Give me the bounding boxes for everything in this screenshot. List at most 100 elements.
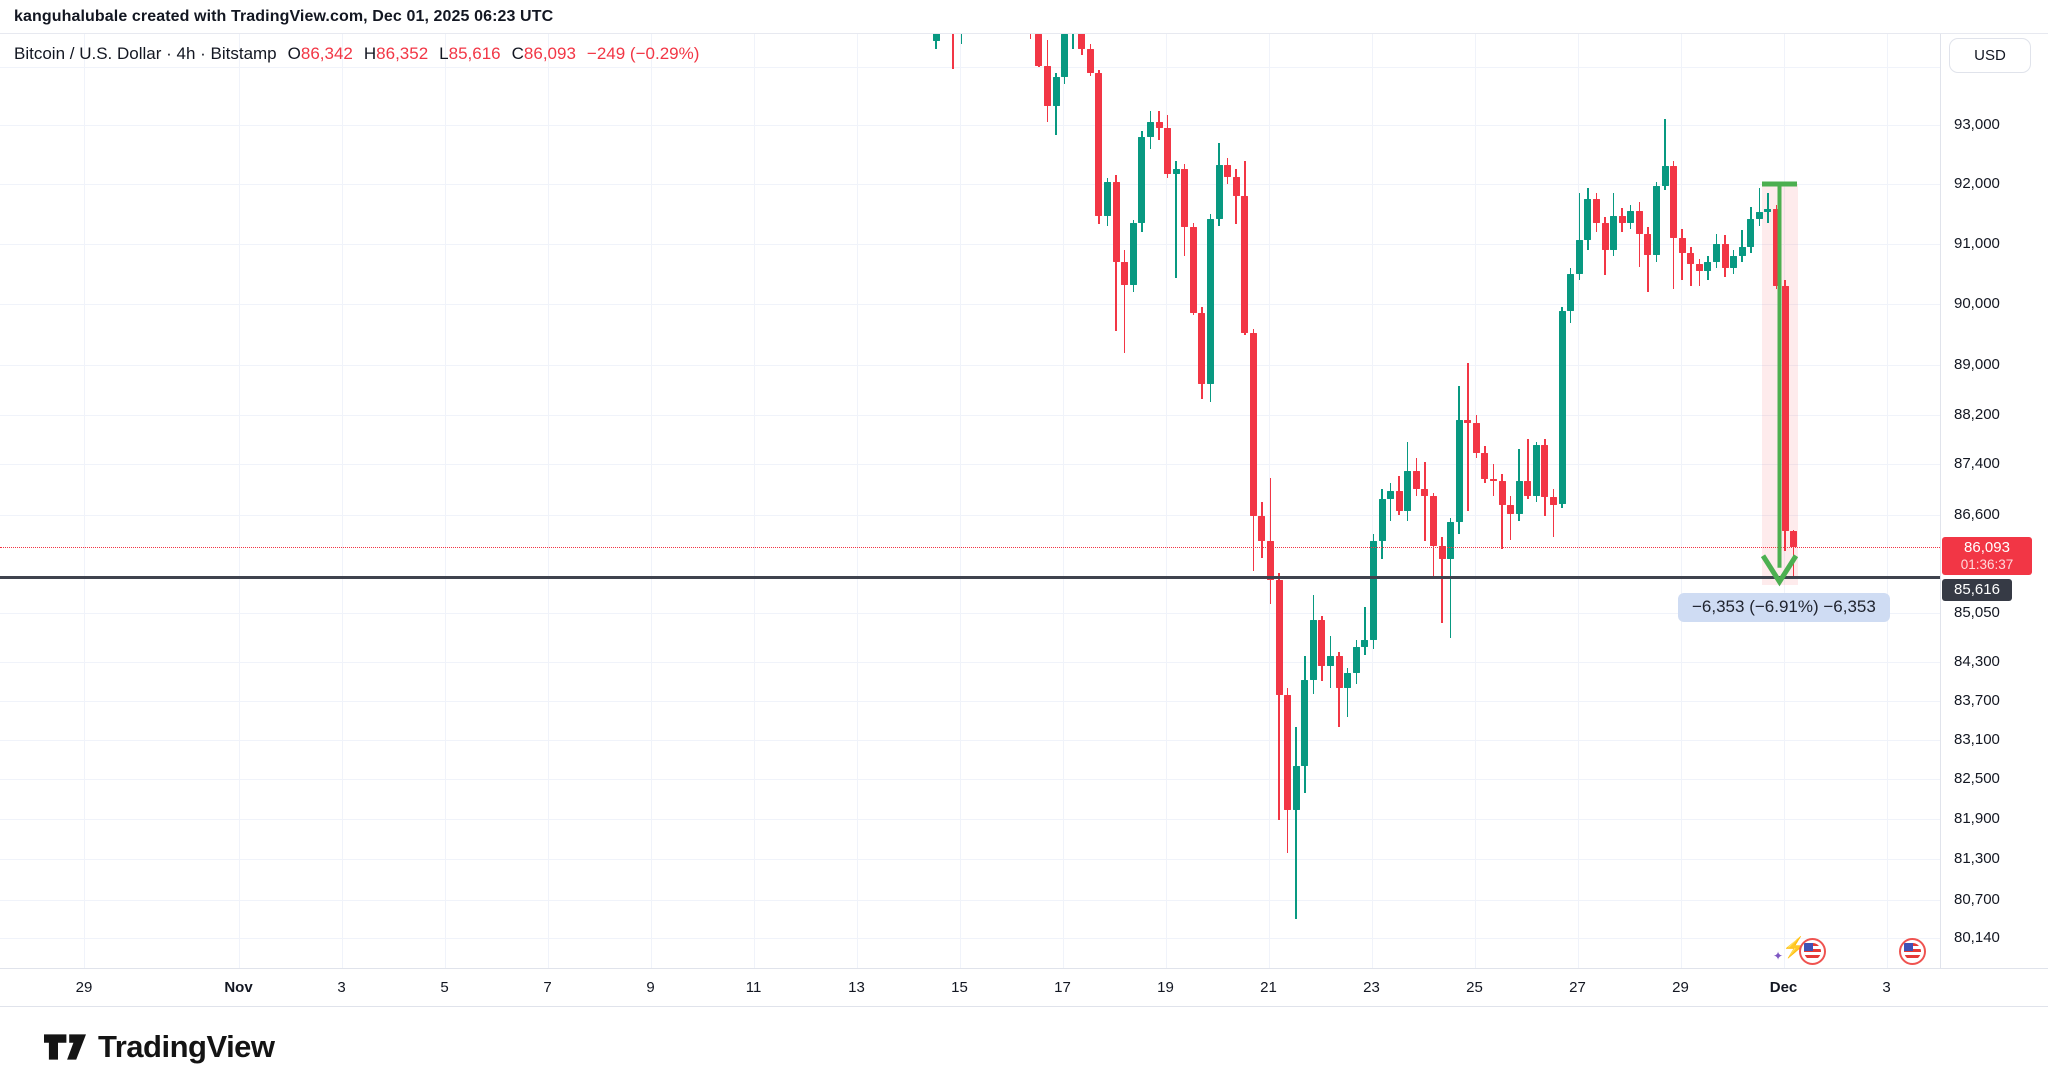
candle-wick-down — [1638, 202, 1641, 267]
vertical-gridline — [84, 34, 85, 968]
candle-body-up — [1138, 136, 1146, 223]
price-tick-label: 84,300 — [1954, 652, 2000, 670]
time-tick-label: 17 — [1054, 979, 1071, 996]
candle-body-up — [1146, 122, 1154, 137]
candle-body-up — [1661, 165, 1669, 187]
price-tick-label: 80,700 — [1954, 890, 2000, 908]
candle-body-up — [1515, 480, 1523, 514]
candle-body-up — [1747, 218, 1755, 247]
time-tick-label: 3 — [337, 979, 346, 996]
candle-body-down — [1164, 128, 1172, 175]
candle-body-down — [1507, 504, 1515, 514]
time-tick-label: 27 — [1569, 979, 1586, 996]
down-arrow-annotation[interactable] — [1755, 178, 1805, 598]
candle-wick-down — [1527, 439, 1529, 499]
symbol-legend[interactable]: Bitcoin / U.S. Dollar · 4h · Bitstamp O8… — [14, 44, 699, 64]
flag-canton — [1804, 943, 1813, 951]
vertical-gridline — [1886, 34, 1888, 968]
time-axis[interactable]: 29 Nov 3 5 7 9 11 13 15 17 19 21 23 25 27 29 Dec 3 — [0, 968, 2048, 1007]
vertical-gridline — [1268, 34, 1270, 968]
vertical-gridline — [1062, 34, 1064, 968]
candle-wick-down — [1792, 530, 1795, 577]
candle-wick-down — [1278, 572, 1280, 820]
price-tick-label: 92,000 — [1954, 175, 2000, 193]
symbol-title: Bitcoin / U.S. Dollar · 4h · Bitstamp — [14, 44, 277, 63]
price-tick-label: 88,200 — [1954, 405, 2000, 423]
vertical-gridline — [444, 34, 446, 968]
candle-body-down — [1318, 619, 1326, 667]
chart-pane[interactable]: Bitcoin / U.S. Dollar · 4h · Bitstamp O8… — [0, 34, 1940, 968]
candle-body-down — [1044, 66, 1051, 106]
time-tick-label: 5 — [440, 979, 449, 996]
candle-body-down — [1095, 72, 1103, 216]
us-flag-event-icon[interactable] — [1799, 938, 1826, 965]
current-price-badge: 86,093 01:36:37 — [1942, 536, 2032, 575]
brand-text: TradingView — [98, 1029, 275, 1064]
candle-wick-up — [935, 34, 937, 50]
tradingview-brand[interactable]: TradingView — [44, 1028, 275, 1066]
support-level-badge: 85,616 — [1942, 578, 2012, 601]
horizontal-gridline — [0, 414, 1940, 416]
close-label: C — [511, 44, 524, 63]
candle-countdown: 01:36:37 — [1960, 556, 2014, 572]
horizontal-gridline — [0, 125, 1940, 127]
currency-label: USD — [1974, 47, 2006, 64]
candle-body-down — [1790, 530, 1798, 547]
candle-wick-down — [1552, 489, 1555, 537]
candle-body-up — [1704, 261, 1712, 271]
us-flag-event-icon[interactable] — [1899, 938, 1926, 965]
time-tick-label: 23 — [1363, 979, 1380, 996]
candle-body-up — [1301, 680, 1309, 767]
vertical-gridline — [856, 34, 858, 968]
price-tick-label: 81,900 — [1954, 810, 2000, 828]
horizontal-gridline — [0, 304, 1940, 306]
candle-body-down — [1721, 243, 1729, 268]
candle-wick-up — [1741, 230, 1743, 262]
candle-body-up — [1738, 246, 1746, 256]
candle-wick-down — [1509, 495, 1512, 540]
horizontal-gridline — [0, 819, 1940, 821]
open-value: 86,342 — [300, 44, 353, 63]
candle-body-up — [1610, 216, 1618, 250]
price-axis[interactable]: USD 86,093 01:36:37 85,616 93,000 92,000 9… — [1940, 34, 2048, 968]
support-level-value: 85,616 — [1954, 580, 2000, 598]
horizontal-gridline — [0, 514, 1940, 516]
vertical-gridline — [753, 34, 755, 968]
low-value: 85,616 — [448, 44, 501, 63]
candle-body-down — [1224, 165, 1232, 177]
vertical-gridline — [1680, 34, 1682, 968]
high-value: 86,352 — [376, 44, 429, 63]
candle-wick-down — [1441, 536, 1443, 623]
candle-body-up — [1532, 445, 1540, 496]
candle-body-down — [1644, 233, 1652, 255]
current-price-value: 86,093 — [1964, 538, 2010, 556]
candle-body-down — [1550, 496, 1558, 505]
price-tick-label: 82,500 — [1954, 770, 2000, 788]
candle-body-down — [1781, 286, 1789, 531]
price-tick-label: 83,100 — [1954, 730, 2000, 748]
candle-body-down — [1267, 541, 1274, 580]
price-tick-label: 89,000 — [1954, 356, 2000, 374]
candle-body-down — [1490, 479, 1497, 482]
vertical-gridline — [341, 34, 343, 968]
candle-wick-up — [1364, 607, 1366, 656]
candle-body-down — [1670, 165, 1678, 238]
candle-body-up — [1052, 76, 1060, 106]
candle-body-down — [1284, 695, 1292, 810]
candle-body-up — [1352, 647, 1360, 674]
candle-body-up — [1172, 169, 1180, 175]
horizontal-gridline — [0, 937, 1940, 939]
candle-body-down — [1155, 122, 1163, 129]
horizontal-gridline — [0, 779, 1940, 781]
candle-body-down — [1481, 452, 1489, 480]
high-label: H — [363, 44, 377, 63]
candle-body-up — [1455, 420, 1463, 523]
candle-wick-up — [1389, 483, 1392, 521]
currency-toggle-button[interactable]: USD — [1949, 38, 2031, 73]
candle-body-down — [1429, 495, 1437, 547]
low-label: L — [439, 44, 449, 63]
vertical-gridline — [1474, 34, 1476, 968]
candle-body-down — [1592, 199, 1600, 223]
attribution-text: kanguhalubale created with TradingView.c… — [14, 7, 554, 25]
